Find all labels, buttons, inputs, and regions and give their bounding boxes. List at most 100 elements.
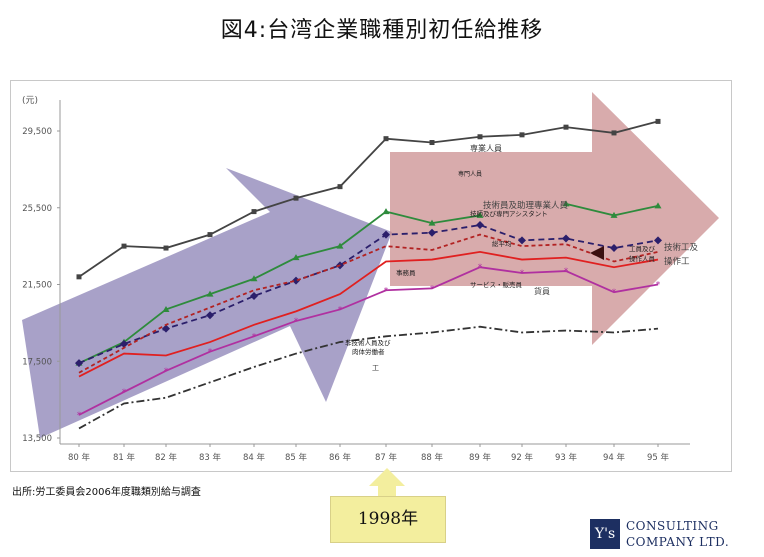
series-line <box>78 224 659 364</box>
y-tick-label: 13,500 <box>22 434 52 444</box>
series-line <box>78 325 659 430</box>
data-point <box>476 211 484 218</box>
data-point <box>250 275 258 282</box>
x-tick-label: 85 年 <box>285 452 308 463</box>
series-annotation: 肉体労働者 <box>352 347 385 356</box>
data-point <box>76 274 82 280</box>
series-layer: * * * * * * * * * * * * * * <box>75 118 662 430</box>
series-annotation: 技術工及 <box>664 242 699 253</box>
data-point <box>382 230 390 239</box>
x-tick-label: 89 年 <box>469 452 492 463</box>
x-tick-label: 80 年 <box>68 452 91 463</box>
axis-layer: (元) 13,500 17,500 21,500 25,500 29,500 80 年 81 … <box>22 96 690 463</box>
data-point <box>611 130 617 136</box>
data-point <box>75 359 83 368</box>
data-point <box>428 219 436 226</box>
series-line <box>78 266 659 416</box>
callout-arrow-icon <box>369 468 405 486</box>
x-tick-label: 93 年 <box>555 452 578 463</box>
series-line <box>78 233 659 374</box>
data-point <box>292 276 300 285</box>
x-tick-label: 88 年 <box>421 452 444 463</box>
series-annotation: 事務員 <box>396 268 416 277</box>
data-point <box>207 232 213 238</box>
series-line <box>78 210 481 364</box>
data-point <box>162 324 170 333</box>
data-point <box>654 202 662 209</box>
y-tick-label: 29,500 <box>22 127 52 137</box>
source-note: 出所:労工委員会2006年度職類別給与調査 <box>12 487 201 498</box>
data-point <box>429 140 435 146</box>
year-callout: 1998年 <box>330 496 446 543</box>
data-point: * <box>478 263 483 273</box>
logo-line-1: CONSULTING <box>626 519 719 533</box>
y-axis-unit-label: (元) <box>22 96 38 106</box>
x-tick-label: 82 年 <box>155 452 178 463</box>
series-annotation: 非技術人員及び <box>345 338 391 347</box>
series-annotation: 工員及び <box>629 245 656 253</box>
series-annotation: 専業人員 <box>470 143 502 153</box>
data-point: * <box>77 411 82 421</box>
data-point: * <box>208 348 213 358</box>
x-tick-label: 83 年 <box>199 452 222 463</box>
data-point <box>562 234 570 243</box>
series-line <box>78 120 659 278</box>
data-point <box>518 236 526 245</box>
data-point <box>610 244 618 253</box>
data-point <box>337 184 343 190</box>
y-tick-label: 21,500 <box>22 281 52 291</box>
data-point <box>292 254 300 261</box>
series-annotation: 操作工 <box>664 256 690 267</box>
pointer-icon <box>590 246 604 260</box>
series-annotation: 技術員及助理專業人員 <box>483 200 569 211</box>
growth-arrow-left <box>22 168 392 438</box>
x-tick-label: 87 年 <box>375 452 398 463</box>
x-tick-label: 86 年 <box>329 452 352 463</box>
data-point: * <box>520 269 525 279</box>
data-point: * <box>164 367 169 377</box>
data-point: * <box>656 281 661 291</box>
data-point <box>250 292 258 301</box>
x-tick-label: 84 年 <box>243 452 266 463</box>
logo-line-2: COMPANY LTD. <box>626 535 730 549</box>
data-point: * <box>338 305 343 315</box>
data-point: * <box>122 388 127 398</box>
series-annotation: 総平均 <box>492 239 512 248</box>
series-line <box>78 250 659 378</box>
data-point: * <box>294 317 299 327</box>
data-point <box>383 136 389 142</box>
data-point <box>610 211 618 218</box>
overlay-layer <box>22 92 719 438</box>
series-annotation: 工 <box>372 364 379 372</box>
x-tick-label: 95 年 <box>647 452 670 463</box>
company-logo-mark: Y's <box>590 519 620 549</box>
data-point <box>476 221 484 230</box>
plateau-arrow-right <box>390 92 719 345</box>
data-point <box>654 236 662 245</box>
company-logo-text: CONSULTING COMPANY LTD. <box>626 518 729 550</box>
data-point <box>428 228 436 237</box>
data-point <box>293 195 299 201</box>
data-point <box>120 339 128 348</box>
data-point: * <box>612 288 617 298</box>
callout-arrow-stem <box>378 485 396 497</box>
x-tick-label: 81 年 <box>113 452 136 463</box>
data-point <box>163 245 169 251</box>
data-point: * <box>564 267 569 277</box>
data-point: * <box>384 286 389 296</box>
data-point <box>562 200 570 207</box>
x-tick-label: 94 年 <box>603 452 626 463</box>
data-point <box>477 134 483 140</box>
data-point <box>121 243 127 249</box>
series-annotation: 専門人員 <box>458 170 482 178</box>
data-point <box>251 209 257 215</box>
data-point: * <box>430 284 435 294</box>
data-point <box>655 118 661 124</box>
series-annotation: 技師及び専門アシスタント <box>470 209 548 218</box>
series-annotation: 貨員 <box>534 286 550 296</box>
data-point <box>162 305 170 312</box>
series-annotation: 操作人員 <box>629 254 656 263</box>
data-point <box>382 208 390 215</box>
